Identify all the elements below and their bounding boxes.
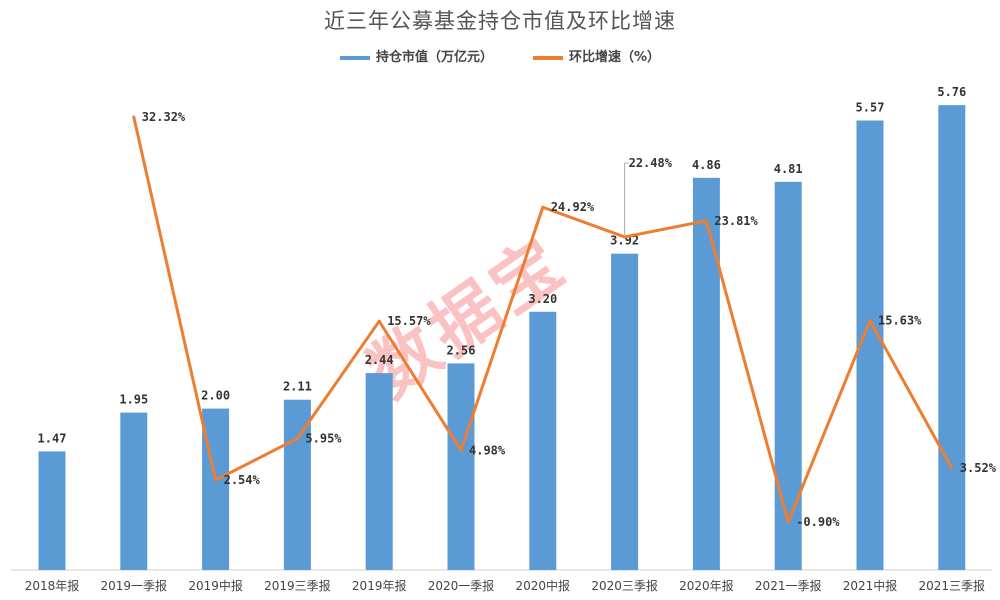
x-tick-label: 2020一季报 — [428, 578, 495, 593]
x-tick-label: 2019一季报 — [101, 578, 168, 593]
x-tick-label: 2019中报 — [188, 578, 243, 593]
bar-data-label: 2.11 — [283, 380, 312, 394]
line-data-label: -0.90% — [796, 515, 840, 529]
line-point — [377, 319, 381, 323]
x-tick-label: 2018年报 — [25, 578, 80, 593]
x-tick-label: 2019三季报 — [264, 578, 331, 593]
bar-data-label: 5.57 — [856, 101, 885, 115]
legend-label-bar: 持仓市值（万亿元） — [375, 50, 493, 65]
legend-label-line: 环比增速（%） — [568, 50, 661, 65]
bar-data-label: 4.81 — [774, 162, 803, 176]
bar-data-label: 3.20 — [528, 292, 557, 306]
line-data-label: 22.48% — [629, 156, 673, 170]
bar — [447, 363, 475, 570]
line-point — [132, 115, 136, 119]
line-data-label: 2.54% — [224, 473, 261, 487]
bar — [774, 181, 802, 570]
x-tick-label: 2019年报 — [352, 578, 407, 593]
line-data-label: 4.98% — [469, 443, 506, 457]
x-tick-label: 2021三季报 — [919, 578, 986, 593]
bar-data-label: 1.47 — [38, 431, 67, 445]
line-point — [541, 205, 545, 209]
line-point — [459, 448, 463, 452]
x-tick-label: 2021中报 — [843, 578, 898, 593]
bar-data-label: 2.00 — [201, 389, 230, 403]
bar-data-label: 5.76 — [937, 85, 966, 99]
line-data-label: 24.92% — [551, 200, 595, 214]
bar-data-label: 4.86 — [692, 158, 721, 172]
line-point — [214, 478, 218, 482]
legend-swatch-line — [532, 56, 563, 60]
chart-title: 近三年公募基金持仓市值及环比增速 — [324, 9, 676, 33]
line-point — [786, 520, 790, 524]
bar-data-label: 1.95 — [119, 393, 148, 407]
line-data-label: 15.63% — [878, 313, 922, 327]
bar — [38, 451, 66, 570]
legend: 持仓市值（万亿元） 环比增速（%） — [0, 50, 1000, 66]
line-data-label: 15.57% — [387, 314, 431, 328]
bar — [938, 105, 966, 570]
bar-data-label: 2.44 — [365, 353, 394, 367]
x-tick-label: 2020三季报 — [591, 578, 658, 593]
x-tick-label: 2020中报 — [516, 578, 571, 593]
line-data-label: 32.32% — [142, 110, 186, 124]
bar — [529, 311, 557, 570]
line-point — [704, 219, 708, 223]
bar — [120, 412, 148, 570]
line-point — [295, 436, 299, 440]
bar — [365, 373, 393, 570]
x-tick-label: 2021一季报 — [755, 578, 822, 593]
x-tick-label: 2020年报 — [679, 578, 734, 593]
line-data-label: 23.81% — [714, 214, 758, 228]
label-leader-line — [624, 162, 629, 237]
legend-item-bar: 持仓市值（万亿元） — [339, 50, 493, 66]
line-data-label: 3.52% — [960, 461, 997, 475]
bar-data-label: 2.56 — [447, 343, 476, 357]
line-data-label: 5.95% — [305, 431, 342, 445]
legend-item-line: 环比增速（%） — [532, 50, 661, 66]
line-point — [868, 318, 872, 322]
legend-swatch-bar — [339, 56, 370, 60]
line-point — [950, 466, 954, 470]
bar-data-label: 3.92 — [610, 234, 639, 248]
bar — [611, 253, 639, 570]
bar — [692, 177, 720, 570]
